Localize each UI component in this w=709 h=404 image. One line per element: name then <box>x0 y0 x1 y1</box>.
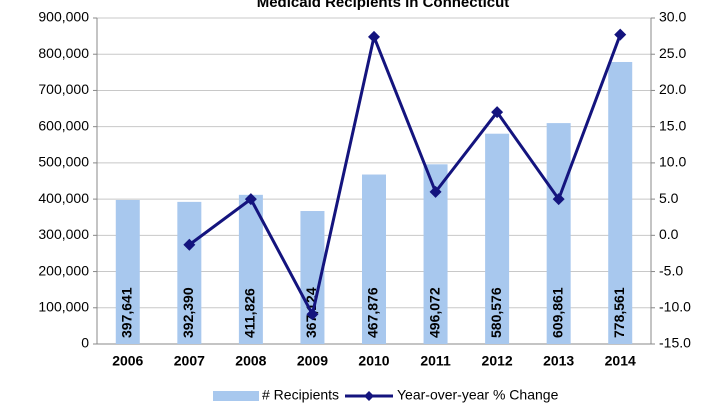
legend-swatch <box>364 391 374 401</box>
data-label: 778,561 <box>611 287 627 338</box>
data-label: 580,576 <box>488 287 504 338</box>
y-tick-label: 200,000 <box>38 262 89 278</box>
data-label: 467,876 <box>365 287 381 338</box>
x-tick-label: 2006 <box>112 353 143 369</box>
line-marker <box>429 185 442 198</box>
data-label: 397,641 <box>118 287 134 338</box>
line-marker <box>183 238 196 251</box>
data-label: 392,390 <box>180 287 196 338</box>
line-marker <box>306 308 319 321</box>
bar <box>362 174 386 344</box>
data-label: 411,826 <box>242 288 258 338</box>
y2-tick-label: 25.0 <box>659 45 686 61</box>
bar <box>546 123 571 345</box>
y-tick-label: 0 <box>81 335 89 351</box>
y2-tick-label: 15.0 <box>659 117 686 133</box>
bar <box>485 133 510 344</box>
x-tick-label: 2013 <box>543 353 574 369</box>
y-tick-label: 900,000 <box>38 9 89 25</box>
y2-tick-label: -5.0 <box>659 262 683 278</box>
x-tick-label: 2012 <box>482 353 513 369</box>
line-marker <box>614 28 627 41</box>
line-marker <box>244 193 257 206</box>
y2-tick-label: 20.0 <box>659 81 686 97</box>
y-tick-label: 400,000 <box>38 190 89 206</box>
y2-tick-label: 5.0 <box>659 190 679 206</box>
line <box>188 31 622 319</box>
y2-tick-label: -15.0 <box>659 335 691 351</box>
data-label: 496,072 <box>426 287 442 338</box>
legend-swatch <box>213 391 259 401</box>
x-tick-label: 2014 <box>605 353 636 369</box>
x-tick-label: 2011 <box>420 353 451 369</box>
legend-label: Year-over-year % Change <box>397 387 559 403</box>
y2-tick-label: -10.0 <box>659 298 691 314</box>
y2-tick-label: 30.0 <box>659 9 686 25</box>
line-marker <box>491 106 504 119</box>
x-tick-label: 2009 <box>297 353 328 369</box>
x-tick-label: 2010 <box>358 353 389 369</box>
line-marker <box>552 193 565 206</box>
y-tick-label: 300,000 <box>38 226 89 242</box>
y-tick-label: 600,000 <box>38 117 89 133</box>
x-tick-label: 2007 <box>174 353 205 369</box>
bar <box>177 201 202 344</box>
bar <box>238 194 263 344</box>
line-marker <box>368 30 380 43</box>
y-tick-label: 500,000 <box>38 154 89 170</box>
legend-label: # Recipients <box>262 387 339 403</box>
y-tick-label: 800,000 <box>38 45 89 61</box>
bar <box>608 61 633 344</box>
chart-title: Medicaid Recipients in Connecticut <box>257 0 510 11</box>
x-tick-label: 2008 <box>235 353 266 369</box>
data-label: 609,861 <box>549 287 565 338</box>
y2-tick-label: 0.0 <box>659 226 679 242</box>
bar <box>115 199 140 344</box>
y-tick-label: 700,000 <box>38 81 89 97</box>
y2-tick-label: 10.0 <box>659 154 686 170</box>
y-tick-label: 100,000 <box>38 298 89 314</box>
